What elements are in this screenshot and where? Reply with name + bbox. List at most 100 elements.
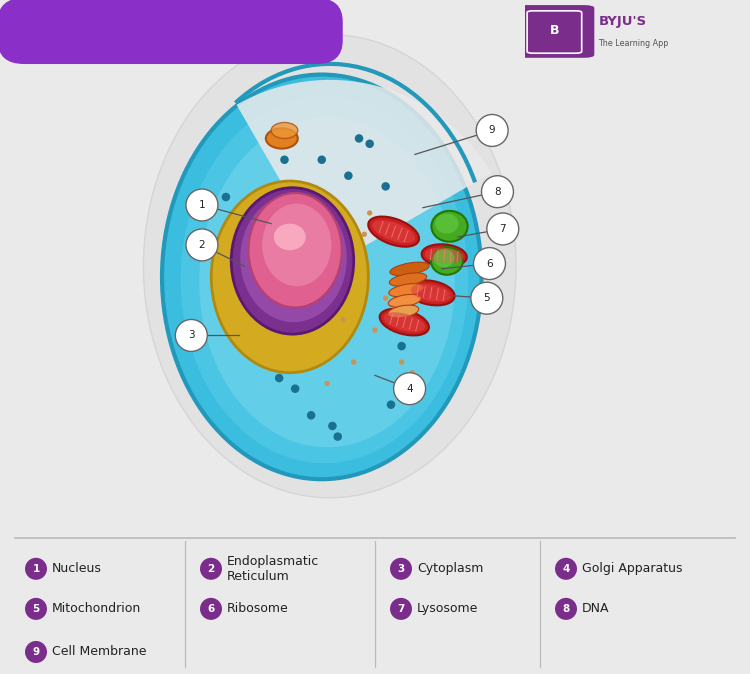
Text: Nucleus: Nucleus — [52, 562, 102, 576]
Circle shape — [476, 115, 508, 146]
Text: 7: 7 — [500, 224, 506, 234]
Ellipse shape — [407, 280, 454, 305]
Text: 2: 2 — [207, 564, 214, 574]
Circle shape — [471, 282, 502, 314]
Circle shape — [335, 264, 340, 269]
Text: Mitochondrion: Mitochondrion — [52, 603, 141, 615]
Circle shape — [317, 156, 326, 164]
Text: 7: 7 — [398, 604, 405, 614]
Circle shape — [487, 213, 519, 245]
Circle shape — [200, 598, 222, 620]
Circle shape — [186, 189, 218, 221]
Wedge shape — [236, 80, 491, 266]
Circle shape — [307, 411, 315, 420]
Circle shape — [410, 370, 415, 375]
Circle shape — [398, 342, 406, 350]
Text: Endoplasmatic
Reticulum: Endoplasmatic Reticulum — [227, 555, 320, 583]
Text: 5: 5 — [32, 604, 40, 614]
Circle shape — [254, 331, 262, 340]
Circle shape — [404, 285, 410, 290]
Circle shape — [176, 319, 207, 351]
Ellipse shape — [433, 249, 454, 268]
Text: 4: 4 — [406, 384, 413, 394]
Text: 2: 2 — [199, 240, 206, 250]
Circle shape — [387, 400, 395, 409]
Circle shape — [340, 317, 346, 322]
Circle shape — [227, 219, 236, 228]
Text: 9: 9 — [489, 125, 496, 135]
Circle shape — [351, 359, 356, 365]
Ellipse shape — [372, 220, 415, 243]
Text: BYJU'S: BYJU'S — [598, 16, 646, 28]
Ellipse shape — [262, 204, 332, 286]
Ellipse shape — [200, 117, 454, 448]
Text: 6: 6 — [207, 604, 214, 614]
Circle shape — [482, 176, 514, 208]
Circle shape — [222, 193, 230, 202]
Circle shape — [314, 295, 319, 301]
Ellipse shape — [240, 194, 346, 322]
Text: CELL STRUCTURE: CELL STRUCTURE — [28, 19, 257, 43]
Circle shape — [25, 558, 47, 580]
Circle shape — [280, 156, 289, 164]
Ellipse shape — [274, 224, 306, 250]
Ellipse shape — [431, 247, 463, 275]
Text: Golgi Apparatus: Golgi Apparatus — [582, 562, 682, 576]
Circle shape — [390, 558, 412, 580]
Circle shape — [473, 247, 506, 280]
Text: Lysosome: Lysosome — [417, 603, 478, 615]
Text: The Learning App: The Learning App — [598, 39, 669, 48]
Text: 1: 1 — [199, 200, 206, 210]
Circle shape — [399, 359, 404, 365]
Ellipse shape — [383, 312, 425, 332]
Circle shape — [355, 134, 363, 143]
Text: 1: 1 — [32, 564, 40, 574]
Circle shape — [383, 295, 388, 301]
Circle shape — [200, 558, 222, 580]
Circle shape — [275, 374, 284, 382]
Text: 5: 5 — [484, 293, 490, 303]
Ellipse shape — [272, 123, 298, 138]
Ellipse shape — [234, 205, 340, 333]
Ellipse shape — [425, 247, 464, 264]
Text: 8: 8 — [494, 187, 501, 197]
Ellipse shape — [435, 214, 459, 234]
Ellipse shape — [211, 181, 368, 373]
Circle shape — [186, 229, 218, 261]
Ellipse shape — [143, 34, 516, 498]
Ellipse shape — [431, 211, 468, 242]
Circle shape — [25, 598, 47, 620]
Ellipse shape — [388, 305, 418, 318]
Circle shape — [25, 641, 47, 663]
Ellipse shape — [162, 75, 482, 479]
Circle shape — [555, 598, 577, 620]
Circle shape — [325, 381, 330, 386]
Circle shape — [362, 232, 367, 237]
Ellipse shape — [380, 309, 429, 336]
Text: 4: 4 — [562, 564, 570, 574]
Text: Cytoplasm: Cytoplasm — [417, 562, 483, 576]
Circle shape — [394, 373, 425, 404]
Text: B: B — [550, 24, 560, 37]
Circle shape — [334, 432, 342, 441]
Text: 3: 3 — [398, 564, 405, 574]
Circle shape — [367, 210, 372, 216]
Ellipse shape — [389, 273, 427, 286]
Text: 8: 8 — [562, 604, 570, 614]
Ellipse shape — [266, 128, 298, 148]
Circle shape — [286, 134, 294, 143]
Text: Ribosome: Ribosome — [227, 603, 289, 615]
Ellipse shape — [231, 187, 354, 334]
Circle shape — [365, 140, 374, 148]
Circle shape — [382, 182, 390, 191]
Ellipse shape — [388, 295, 422, 307]
Ellipse shape — [368, 216, 419, 247]
Text: DNA: DNA — [582, 603, 610, 615]
Text: 9: 9 — [32, 647, 40, 657]
Ellipse shape — [248, 193, 342, 307]
Circle shape — [390, 598, 412, 620]
Circle shape — [328, 422, 337, 430]
Text: Cell Membrane: Cell Membrane — [52, 646, 146, 658]
Circle shape — [344, 171, 352, 180]
Ellipse shape — [422, 244, 466, 267]
